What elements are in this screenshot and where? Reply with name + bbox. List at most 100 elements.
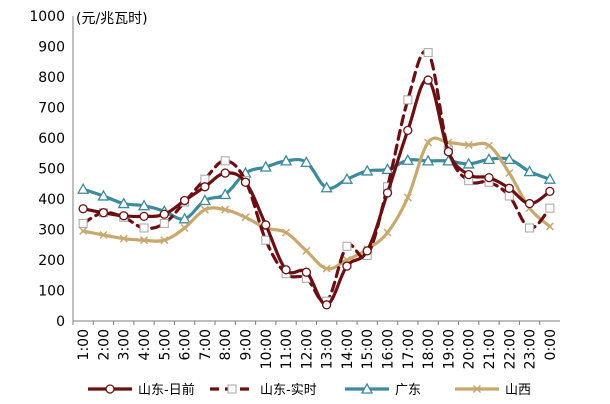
data-point (320, 181, 333, 193)
x-tick-label: 19:00 (441, 329, 457, 369)
legend-item: 山东-日前 (88, 382, 195, 398)
x-tick-label: 16:00 (381, 329, 397, 369)
legend-label: 山东-实时 (260, 383, 317, 398)
x-tick-label: 15:00 (360, 329, 376, 369)
data-point (504, 183, 514, 193)
data-point (259, 160, 272, 172)
y-tick-label: 200 (38, 253, 65, 269)
x-tick-label: 0:00 (543, 329, 559, 360)
data-point (78, 204, 88, 214)
data-point (505, 169, 514, 178)
legend-marker (472, 384, 482, 394)
x-axis-ticks: 1:00 2:00 3:00 4:00 5:00 6:00 7:00 8:00 9:00 10:0… (72, 321, 559, 369)
data-point (221, 205, 230, 214)
data-point (361, 164, 374, 176)
data-point (98, 208, 109, 218)
data-point (423, 48, 433, 58)
x-tick-label: 6:00 (178, 329, 194, 360)
data-point (462, 157, 475, 169)
y-tick-label: 800 (38, 70, 65, 86)
data-point (180, 223, 189, 233)
data-point (279, 154, 293, 166)
data-point (524, 198, 535, 209)
data-point (421, 154, 435, 166)
data-point (443, 147, 454, 157)
data-point (139, 236, 149, 245)
data-point (322, 264, 331, 273)
x-tick-label: 12:00 (299, 329, 315, 369)
legend-label: 山西 (505, 383, 531, 398)
series-2 (77, 153, 556, 224)
x-tick-label: 23:00 (523, 329, 539, 369)
data-point (137, 199, 151, 211)
series-line (81, 78, 552, 307)
data-point (178, 212, 191, 224)
data-point (523, 165, 536, 177)
x-tick-label: 17:00 (401, 329, 417, 369)
data-point (403, 125, 413, 136)
data-point (78, 218, 88, 228)
data-point (482, 153, 496, 165)
x-tick-label: 3:00 (117, 329, 133, 360)
data-point (219, 188, 232, 200)
x-tick-label: 18:00 (421, 329, 437, 369)
data-point (484, 172, 494, 183)
y-axis-unit-label: (元/兆瓦时) (76, 11, 148, 27)
data-point (302, 246, 311, 255)
data-point (240, 177, 251, 187)
data-point (442, 154, 455, 166)
data-point (504, 191, 514, 201)
data-point (200, 174, 210, 184)
data-point (119, 234, 128, 243)
x-tick-label: 10:00 (259, 329, 275, 369)
data-point (321, 300, 332, 310)
data-point (119, 211, 129, 221)
y-tick-label: 0 (56, 314, 65, 330)
y-tick-label: 400 (38, 192, 65, 208)
data-point (423, 75, 433, 85)
data-point (97, 189, 110, 201)
series-line (81, 136, 552, 271)
legend-item: 山东-实时 (210, 383, 317, 398)
data-point (198, 194, 212, 206)
data-point (362, 246, 372, 256)
y-tick-label: 600 (38, 131, 65, 147)
data-point (281, 265, 291, 275)
legend-marker (105, 384, 115, 394)
y-axis-ticks: 0 100 200 300 400 500 600 700 800 900 1000 (29, 9, 65, 330)
x-tick-label: 1:00 (76, 329, 92, 360)
data-point (340, 172, 354, 184)
data-point (179, 195, 190, 206)
y-tick-label: 1000 (29, 9, 65, 25)
data-point (99, 230, 108, 240)
x-tick-label: 9:00 (238, 329, 254, 360)
y-tick-label: 700 (38, 101, 65, 117)
data-point (464, 169, 474, 180)
data-point (401, 153, 414, 165)
data-point (382, 188, 393, 198)
x-tick-label: 5:00 (157, 329, 173, 360)
legend-item: 广东 (345, 382, 421, 398)
legend-marker (227, 384, 237, 394)
data-point (139, 211, 149, 222)
data-point (300, 156, 313, 168)
series-3 (79, 136, 554, 273)
data-point (403, 95, 413, 105)
x-tick-label: 7:00 (198, 329, 214, 360)
data-point (383, 228, 392, 237)
data-point (543, 172, 556, 184)
data-point (424, 138, 433, 147)
x-tick-label: 14:00 (340, 329, 356, 369)
data-point (342, 261, 352, 271)
data-point (545, 186, 555, 197)
legend-label: 山东-日前 (138, 382, 195, 398)
data-point (503, 153, 516, 165)
series-line (81, 156, 552, 221)
x-tick-label: 4:00 (137, 329, 153, 360)
data-point (77, 182, 90, 194)
data-point (464, 140, 473, 150)
data-point (159, 218, 169, 228)
y-tick-label: 500 (38, 162, 65, 178)
x-tick-label: 11:00 (279, 329, 295, 369)
